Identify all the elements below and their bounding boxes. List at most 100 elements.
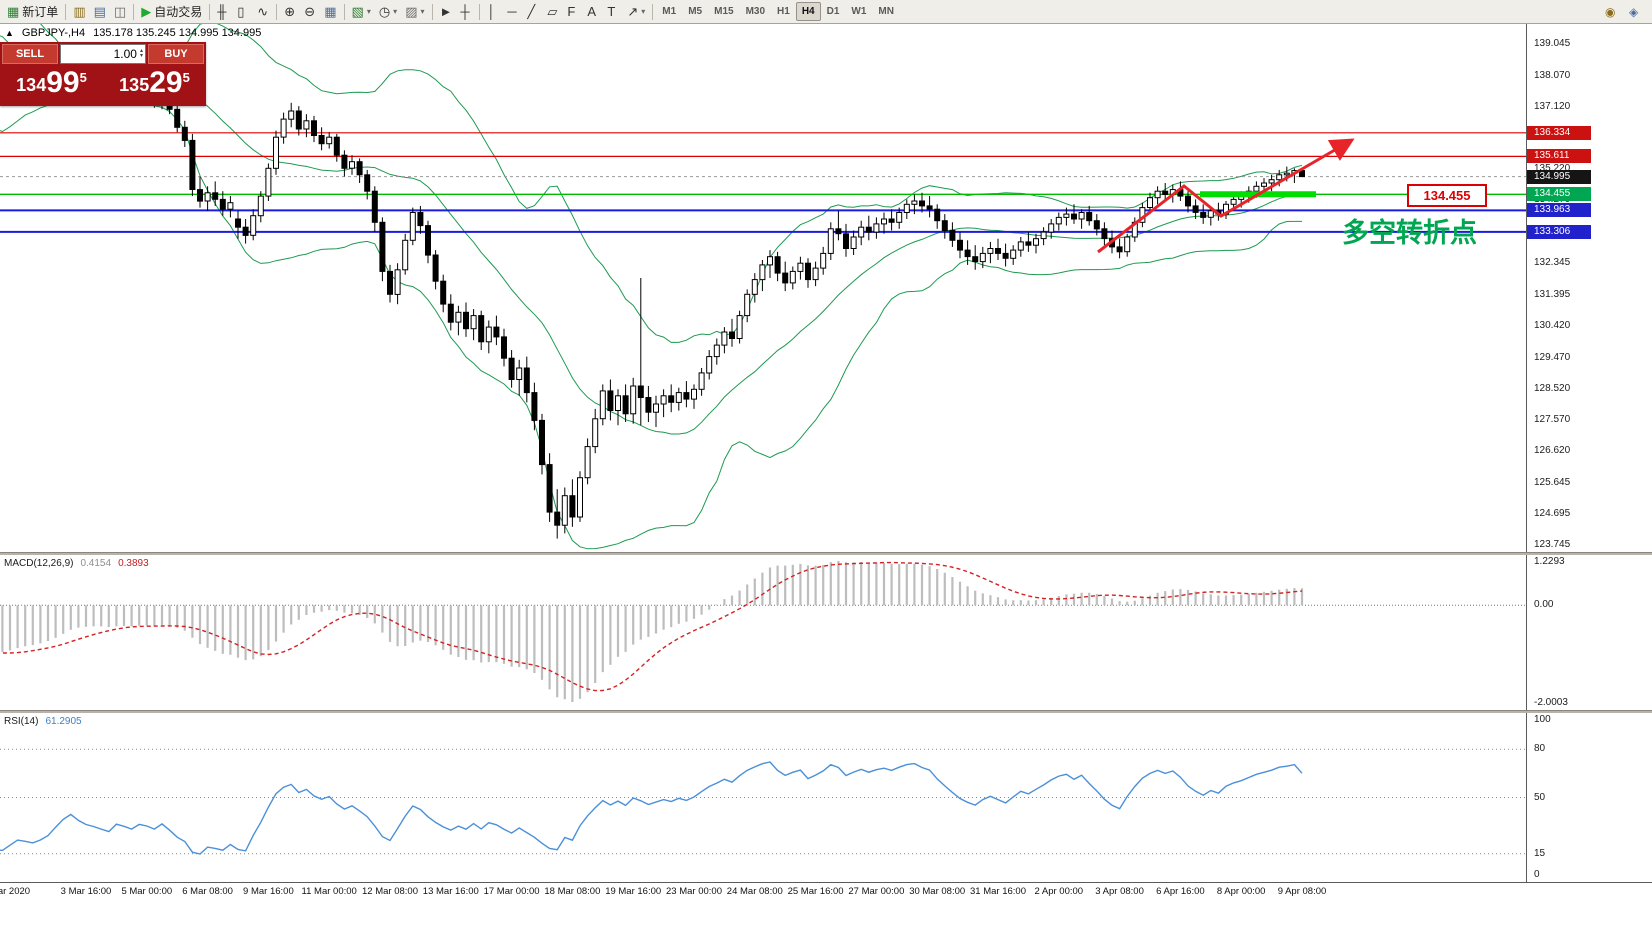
price-badge-136.334: 136.334 — [1527, 125, 1591, 140]
zoom-in-icon[interactable]: ⊕ — [280, 2, 300, 22]
svg-text:134.455: 134.455 — [1424, 188, 1471, 203]
time-axis-label: 24 Mar 08:00 — [726, 886, 783, 897]
price-badge-134.995: 134.995 — [1527, 169, 1591, 184]
news-icon[interactable]: ◉ — [1605, 4, 1616, 19]
sell-price-point: 5 — [79, 70, 87, 85]
arrows-tool[interactable]: ↗ ▾ — [623, 2, 649, 22]
macd-signal-value: 0.3893 — [118, 558, 149, 569]
price-tick-label: 130.420 — [1534, 320, 1571, 332]
time-axis-label: 12 Mar 08:00 — [362, 886, 418, 897]
time-axis-label: Mar 2020 — [0, 886, 31, 897]
period-icon-glyph: ◷ — [378, 4, 391, 19]
navigator-icon[interactable]: ◫ — [110, 2, 130, 22]
time-axis-label: 9 Apr 08:00 — [1277, 886, 1327, 897]
sell-button[interactable]: SELL — [2, 44, 58, 64]
pane-divider-macd[interactable] — [0, 552, 1652, 555]
time-axis-label: 13 Mar 16:00 — [422, 886, 479, 897]
templates-icon-dropdown[interactable]: ▾ — [366, 7, 371, 16]
crosshair-tool[interactable]: ┼ — [456, 2, 476, 22]
time-axis-label: 30 Mar 08:00 — [909, 886, 966, 897]
trendline-tool[interactable]: ╱ — [523, 2, 543, 22]
line-chart-icon[interactable]: ∿ — [253, 2, 273, 22]
period-icon[interactable]: ◷ ▾ — [375, 2, 401, 22]
one-click-collapse-toggle[interactable]: ▲ — [5, 28, 14, 38]
volume-stepper[interactable]: ▴ ▾ — [139, 48, 143, 59]
timeframe-h4[interactable]: H4 — [795, 2, 821, 21]
bar-chart-icon[interactable]: ╫ — [213, 2, 233, 22]
time-axis-label: 5 Mar 00:00 — [121, 886, 173, 897]
community-icon[interactable]: ◈ — [1629, 4, 1639, 19]
zoom-in-icon-glyph: ⊕ — [284, 4, 296, 19]
time-axis-label: 27 Mar 00:00 — [848, 886, 905, 897]
trend-arrow[interactable] — [1097, 138, 1355, 254]
toolbar-separator — [479, 3, 481, 20]
fibonacci-tool[interactable]: F — [563, 2, 583, 22]
price-tick-label: 139.045 — [1534, 38, 1571, 49]
price-axis[interactable]: 139.045138.070137.120136.170135.220134.2… — [1526, 24, 1652, 900]
arrows-tool-dropdown[interactable]: ▾ — [641, 7, 646, 16]
timeframe-d1[interactable]: D1 — [826, 6, 840, 17]
tile-windows-icon[interactable]: ▦ — [320, 2, 340, 22]
timeframe-m15[interactable]: M15 — [714, 6, 734, 17]
rsi-value: 61.2905 — [45, 716, 82, 727]
zoom-out-icon-glyph: ⊖ — [304, 4, 316, 19]
timeframe-w1[interactable]: W1 — [851, 6, 867, 17]
timeframe-m30[interactable]: M30 — [745, 6, 766, 17]
time-axis-label: 9 Mar 16:00 — [243, 886, 294, 897]
toolbar-separator — [209, 3, 211, 20]
market-watch-icon[interactable]: ▥ — [69, 2, 89, 22]
zoom-out-icon[interactable]: ⊖ — [300, 2, 320, 22]
horizontal-lines[interactable] — [0, 132, 1526, 233]
price-tick-label: 135.220 — [1534, 164, 1570, 174]
timeframe-m5[interactable]: M5 — [688, 6, 703, 17]
auto-trading-button-label: 自动交易 — [154, 5, 203, 19]
timeframe-h1[interactable]: H1 — [777, 6, 790, 17]
data-window-icon[interactable]: ▤ — [90, 2, 110, 22]
price-tick-label: 131.395 — [1534, 288, 1571, 300]
price-tick-label: 128.520 — [1534, 382, 1571, 394]
macd-scale-label: 1.2293 — [1534, 556, 1565, 567]
timeframe-m1[interactable]: M1 — [662, 6, 677, 17]
sell-price[interactable]: 134 99 5 — [0, 64, 103, 104]
price-tick-label: 138.070 — [1534, 69, 1571, 81]
rsi-scale-label: 0 — [1534, 869, 1540, 880]
price-callout[interactable]: 134.455 — [1407, 184, 1487, 207]
toolbar-separator — [65, 3, 67, 20]
sell-price-big: 134 — [16, 75, 47, 95]
label-tool-glyph: T — [607, 4, 616, 19]
period-icon-dropdown[interactable]: ▾ — [393, 7, 398, 16]
equidistant-channel-tool[interactable]: ▱ — [543, 2, 563, 22]
turning-point-annotation[interactable]: 多空转折点 — [1342, 217, 1477, 248]
label-tool[interactable]: T — [603, 2, 623, 22]
tile-windows-icon-glyph: ▦ — [324, 4, 337, 19]
rsi-name: RSI(14) — [4, 716, 39, 727]
candlestick-chart-icon-glyph: ▯ — [237, 4, 245, 19]
toolbar-groups: ▦ 新订单 ▥ ▤ ◫ ▶ 自动交易 ╫ ▯ ∿ ⊕ ⊖ ▦ ▧ ▾ ◷ ▾ ▨ ▾ ► ┼ │ ─ ╱ ▱ F A T ↗ ▾ M1 M5 M… — [3, 2, 900, 22]
vertical-line-tool[interactable]: │ — [483, 2, 503, 22]
candlestick-chart-icon[interactable]: ▯ — [233, 2, 253, 22]
text-tool[interactable]: A — [583, 2, 603, 22]
volume-input[interactable]: 1.00 ▴ ▾ — [60, 44, 146, 64]
pane-divider-rsi[interactable] — [0, 710, 1652, 713]
buy-button[interactable]: BUY — [148, 44, 204, 64]
auto-trading-button[interactable]: ▶ 自动交易 — [137, 2, 206, 22]
market-watch-icon-glyph: ▥ — [73, 4, 86, 19]
rsi-label: RSI(14) 61.2905 — [4, 716, 82, 727]
templates-icon[interactable]: ▧ ▾ — [348, 2, 375, 22]
price-tick-label: 137.120 — [1534, 101, 1571, 113]
price-badge-134.455: 134.455 — [1527, 187, 1591, 202]
crosshair-tool-glyph: ┼ — [460, 4, 470, 19]
cursor-tool[interactable]: ► — [436, 2, 457, 22]
new-order-button[interactable]: ▦ 新订单 — [3, 2, 62, 22]
time-axis[interactable]: Mar 2020 3 Mar 16:00 5 Mar 00:00 6 Mar 08:0… — [0, 882, 1652, 900]
indicators-icon-dropdown[interactable]: ▾ — [420, 7, 425, 16]
time-axis-label: 18 Mar 08:00 — [544, 886, 601, 897]
time-axis-label: 31 Mar 16:00 — [970, 886, 1026, 897]
line-chart-icon-glyph: ∿ — [257, 4, 269, 19]
main-price-chart[interactable]: 134.455 多空转折点 — [0, 24, 1526, 552]
buy-price[interactable]: 135 29 5 — [103, 64, 206, 104]
horizontal-line-tool[interactable]: ─ — [503, 2, 523, 22]
indicators-icon[interactable]: ▨ ▾ — [401, 2, 428, 22]
price-tick-label: 132.345 — [1534, 257, 1571, 269]
timeframe-mn[interactable]: MN — [878, 6, 894, 17]
